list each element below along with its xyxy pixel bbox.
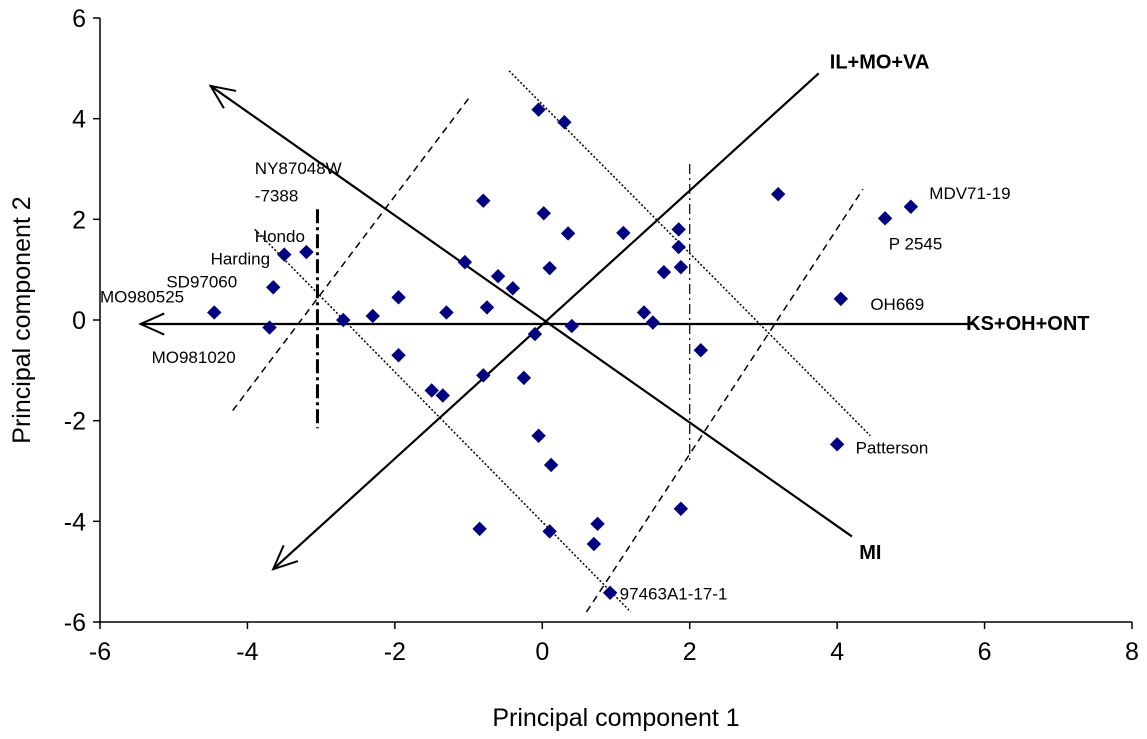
data-point	[671, 239, 686, 255]
data-point	[266, 280, 281, 295]
data-point	[616, 225, 631, 241]
data-point	[564, 318, 579, 334]
point-label: OH669	[870, 295, 924, 314]
y-tick-label: 4	[72, 106, 86, 134]
y-tick-label: -6	[64, 609, 86, 637]
data-point	[531, 428, 546, 443]
data-point	[673, 501, 689, 516]
point-label: 97463A1-17-1	[620, 584, 728, 603]
data-point	[829, 437, 845, 452]
vector-line	[272, 72, 820, 570]
data-points	[207, 102, 919, 601]
data-point	[207, 305, 222, 320]
point-label: MDV71-19	[929, 184, 1010, 203]
data-point	[439, 305, 454, 320]
vector-label: MI	[859, 542, 881, 564]
point-label: SD97060	[166, 272, 237, 291]
data-point	[586, 536, 602, 552]
data-point	[476, 368, 491, 383]
point-label: -7388	[255, 187, 298, 206]
data-point	[602, 585, 618, 601]
data-point	[516, 370, 532, 386]
data-point	[299, 244, 314, 260]
data-point	[645, 315, 661, 330]
data-point	[543, 457, 559, 473]
guide-line	[585, 188, 864, 613]
point-label: MO981020	[152, 348, 236, 367]
data-point	[424, 383, 439, 398]
data-point	[693, 342, 708, 358]
data-point	[476, 193, 491, 208]
data-point	[505, 281, 521, 296]
arrowhead	[208, 84, 237, 109]
data-point	[527, 326, 543, 342]
guide-line	[254, 228, 632, 613]
vector-line	[209, 85, 853, 538]
data-point	[365, 308, 380, 324]
data-point	[656, 264, 672, 280]
data-point	[277, 247, 292, 262]
axes: -6 -4 -2 0 2 4 6 8 -6 -4 -2 0 2 4 6	[64, 5, 1139, 666]
arrowhead	[138, 312, 165, 336]
data-point	[833, 291, 849, 307]
x-tick-label: 8	[1125, 638, 1139, 666]
data-point	[560, 226, 576, 241]
x-axis-title: Principal component 1	[492, 704, 739, 732]
y-tick-label: 0	[72, 307, 86, 335]
data-point	[472, 521, 487, 537]
x-tick-label: 6	[978, 638, 992, 666]
data-point	[671, 222, 686, 237]
vector-label: IL+MO+VA	[830, 51, 930, 73]
data-point	[903, 199, 919, 214]
guide-line	[232, 98, 470, 412]
vector-label: KS+OH+ONT	[966, 313, 1089, 335]
point-label: MO980525	[100, 287, 184, 306]
data-point	[391, 290, 406, 305]
point-label: Hondo	[255, 227, 305, 246]
x-tick-label: -2	[384, 638, 406, 666]
point-label: P 2545	[889, 235, 943, 254]
data-point	[542, 260, 557, 276]
x-tick-label: -6	[89, 638, 111, 666]
x-tick-label: 4	[830, 638, 844, 666]
arrowhead	[271, 544, 299, 571]
point-label: Harding	[211, 250, 271, 269]
y-tick-label: -4	[64, 508, 86, 536]
loading-vectors	[138, 72, 974, 571]
x-tick-label: 2	[683, 638, 697, 666]
data-point	[457, 254, 473, 270]
data-point	[391, 348, 406, 363]
guide-lines	[232, 70, 871, 613]
data-point	[531, 102, 546, 117]
data-point	[542, 524, 557, 539]
data-point	[590, 516, 605, 532]
data-point	[262, 320, 277, 335]
data-point	[877, 211, 893, 226]
data-point	[479, 300, 495, 315]
data-point	[557, 114, 572, 130]
y-tick-label: -2	[64, 408, 86, 436]
point-label: Patterson	[856, 438, 929, 457]
x-tick-label: 0	[535, 638, 549, 666]
point-label: NY87048W	[255, 159, 342, 178]
data-point	[490, 269, 506, 284]
data-point	[673, 259, 689, 275]
y-tick-label: 2	[72, 206, 86, 234]
x-tick-label: -4	[236, 638, 258, 666]
data-point	[770, 186, 786, 202]
data-point	[536, 206, 551, 221]
data-point	[636, 305, 652, 320]
data-point	[435, 388, 450, 403]
point-labels: NY87048W -7388 Hondo Harding SD97060MO980525…	[100, 51, 1090, 603]
y-axis-title: Principal component 2	[8, 196, 36, 443]
y-tick-label: 6	[72, 5, 86, 33]
data-point	[336, 312, 351, 328]
